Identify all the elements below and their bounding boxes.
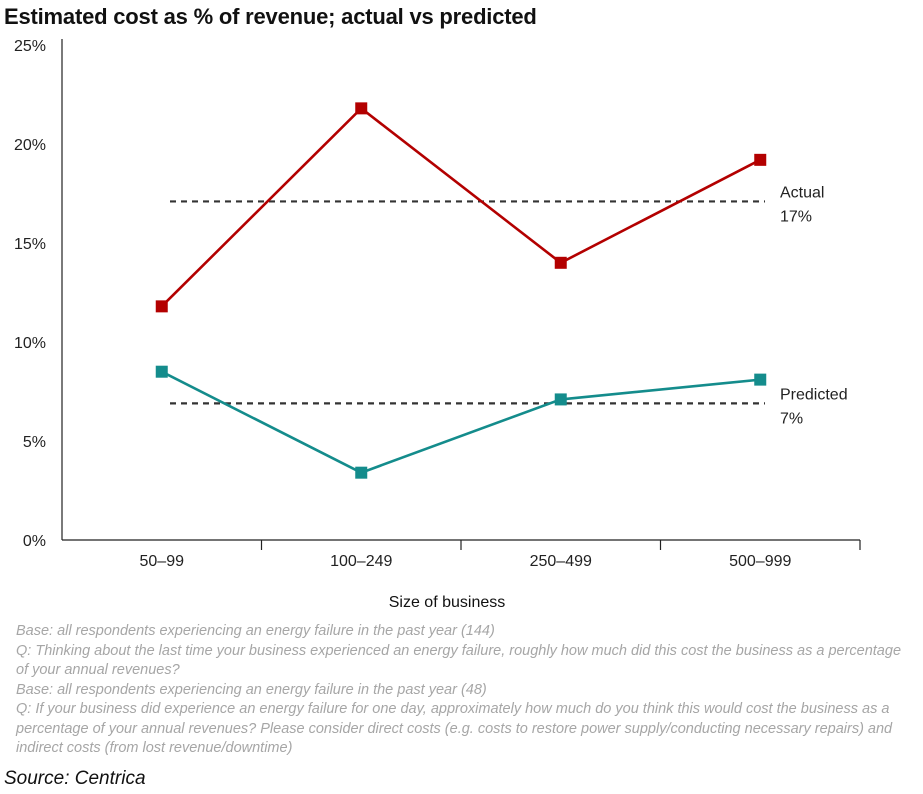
y-tick-label: 25% [14,38,46,55]
y-tick-label: 10% [14,335,46,352]
y-tick-label: 15% [14,236,46,253]
series-actual [155,102,767,313]
footnote-question-actual: Q: Thinking about the last time your bus… [16,642,902,679]
footnotes: Base: all respondents experiencing an en… [16,622,906,759]
x-tick-labels: 50–99 100–249 250–499 500–999 [140,553,792,570]
x-tick-label: 500–999 [729,553,791,570]
line-chart: 0% 5% 10% 15% 20% 25% 50–99 100–249 250–499 500–… [14,38,861,611]
footnote-base-predicted: Base: all respondents experiencing an en… [16,681,487,698]
average-lines [170,200,765,405]
data-point-predicted [155,365,168,378]
axes [61,39,861,550]
source-note: Source: Centrica [4,768,146,789]
footnote-question-predicted: Q: If your business did experience an en… [16,701,893,756]
average-value-actual: 17% [780,208,812,225]
data-point-predicted [355,466,368,479]
x-axis-label: Size of business [389,594,506,611]
series-line-actual [160,106,761,308]
data-point-predicted [754,373,767,386]
chart-title: Estimated cost as % of revenue; actual v… [4,4,537,29]
y-tick-label: 0% [23,533,46,550]
average-value-predicted: 7% [780,410,803,427]
x-tick-label: 100–249 [330,553,392,570]
x-tick-label: 50–99 [140,553,185,570]
x-tick-label: 250–499 [530,553,592,570]
series-line-predicted [161,370,761,475]
average-annotations: Actual 17% Predicted 7% [780,184,848,427]
y-tick-label: 5% [23,434,46,451]
data-point-actual [554,256,567,269]
series-predicted [155,365,767,479]
series-group [155,102,767,479]
footnote-base-actual: Base: all respondents experiencing an en… [16,623,495,639]
average-label-predicted: Predicted [780,386,848,403]
y-tick-labels: 0% 5% 10% 15% 20% 25% [14,38,46,550]
data-point-actual [155,300,168,313]
average-label-actual: Actual [780,184,824,201]
y-tick-label: 20% [14,137,46,154]
data-point-actual [355,102,368,115]
data-point-actual [754,153,767,166]
data-point-predicted [554,393,567,406]
